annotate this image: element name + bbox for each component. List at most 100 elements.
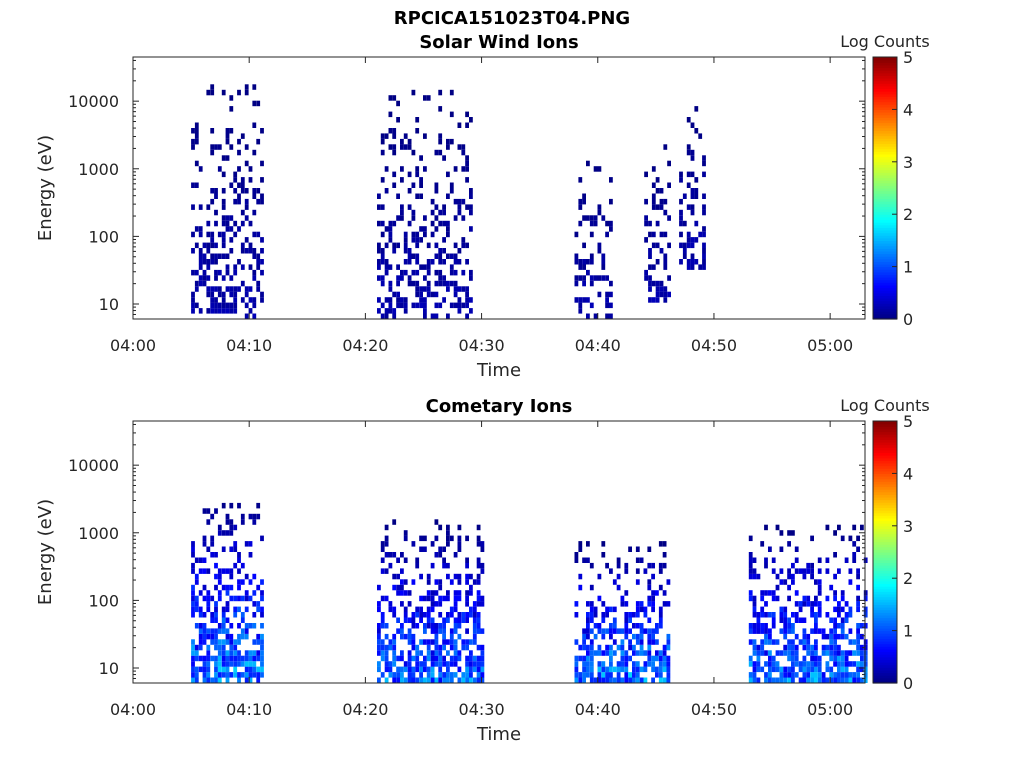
burst-0-cell — [206, 220, 211, 227]
burst-0-cell — [252, 313, 257, 319]
burst-3-cell — [817, 568, 822, 574]
burst-0-cell — [206, 242, 211, 249]
burst-0-cell — [225, 253, 230, 259]
burst-3-cell — [764, 639, 768, 645]
burst-0-cell — [225, 226, 230, 232]
burst-1-cell — [465, 595, 469, 602]
burst-3-cell — [817, 584, 822, 591]
burst-0-cell — [210, 639, 215, 645]
colorbar-segment — [873, 174, 897, 179]
burst-0-cell — [244, 248, 249, 254]
burst-1-cell — [403, 606, 408, 613]
burst-1-cell — [472, 666, 477, 673]
burst-0-cell — [191, 639, 195, 645]
burst-3-cell — [756, 677, 761, 683]
burst-0-cell — [198, 226, 203, 232]
burst-1-cell — [384, 133, 389, 139]
burst-0-cell — [237, 584, 241, 591]
burst-2-cell — [666, 666, 671, 673]
burst-3-cell — [787, 628, 791, 634]
burst-0-cell — [237, 166, 241, 172]
burst-0-cell — [225, 606, 230, 613]
burst-3-cell — [651, 193, 656, 199]
burst-0-cell — [214, 633, 218, 640]
colorbar-segment — [873, 146, 897, 150]
burst-3-cell — [748, 557, 753, 563]
burst-3-cell — [837, 633, 841, 640]
burst-1-cell — [396, 666, 400, 673]
burst-3-cell — [802, 666, 807, 673]
burst-3-cell — [840, 606, 845, 613]
burst-0-cell — [225, 264, 230, 270]
burst-0-cell — [240, 562, 245, 569]
burst-3-cell — [840, 535, 845, 542]
colorbar-segment — [873, 219, 897, 223]
x-tick-label: 05:00 — [807, 700, 853, 719]
burst-1-cell — [426, 573, 431, 580]
burst-1-cell — [388, 111, 393, 118]
burst-2-cell — [589, 639, 594, 645]
burst-3-cell — [756, 617, 761, 623]
burst-1-cell — [430, 628, 435, 634]
burst-1-cell — [400, 666, 404, 673]
colorbar-segment — [873, 470, 897, 474]
burst-2-cell — [632, 623, 636, 629]
burst-0-cell — [191, 655, 195, 662]
burst-0-cell — [202, 557, 207, 563]
burst-1-cell — [426, 666, 431, 673]
burst-0-cell — [244, 313, 249, 319]
burst-1-cell — [434, 633, 439, 640]
burst-1-cell — [396, 297, 400, 303]
burst-3-cell — [748, 562, 753, 569]
burst-2-cell — [609, 280, 613, 287]
burst-0-cell — [252, 573, 257, 580]
burst-0-cell — [229, 584, 234, 591]
burst-0-cell — [225, 590, 230, 596]
burst-1-cell — [396, 617, 400, 623]
burst-1-cell — [384, 259, 389, 265]
burst-3-cell — [798, 606, 803, 613]
burst-0-cell — [240, 248, 245, 254]
burst-0-cell — [210, 84, 215, 90]
burst-1-cell — [465, 155, 469, 161]
burst-0-cell — [191, 302, 195, 309]
burst-1-cell — [449, 606, 454, 613]
burst-1-cell — [392, 677, 397, 683]
burst-3-cell — [648, 275, 652, 281]
burst-1-cell — [411, 612, 416, 618]
burst-1-cell — [465, 579, 469, 585]
burst-0-cell — [210, 633, 215, 640]
burst-1-cell — [434, 149, 439, 156]
burst-2-cell — [609, 198, 613, 205]
burst-3-cell — [659, 286, 664, 292]
burst-2-cell — [582, 264, 586, 270]
burst-1-cell — [377, 623, 381, 629]
burst-1-cell — [469, 193, 473, 199]
burst-3-cell — [856, 601, 860, 607]
burst-0-cell — [229, 248, 234, 254]
burst-1-cell — [480, 644, 485, 651]
burst-2-cell — [655, 639, 659, 645]
burst-1-cell — [465, 259, 469, 265]
burst-0-cell — [240, 633, 245, 640]
burst-2-cell — [624, 661, 629, 667]
burst-0-cell — [198, 166, 203, 172]
burst-0-cell — [194, 122, 199, 128]
y-tick-label: 10000 — [68, 92, 119, 111]
burst-1-cell — [388, 606, 393, 613]
x-axis-label: Time — [476, 724, 521, 745]
burst-3-cell — [783, 579, 788, 585]
burst-1-cell — [411, 237, 416, 243]
burst-0-cell — [260, 672, 264, 678]
burst-1-cell — [438, 149, 443, 156]
burst-0-cell — [214, 242, 218, 249]
burst-1-cell — [472, 661, 477, 667]
burst-1-cell — [380, 672, 385, 678]
burst-3-cell — [651, 198, 656, 205]
colorbar-segment — [873, 148, 897, 152]
burst-0-cell — [202, 259, 207, 265]
burst-2-cell — [643, 612, 648, 618]
colorbar-segment — [873, 161, 897, 166]
burst-2-cell — [616, 672, 621, 678]
colorbar-segment — [873, 528, 897, 532]
